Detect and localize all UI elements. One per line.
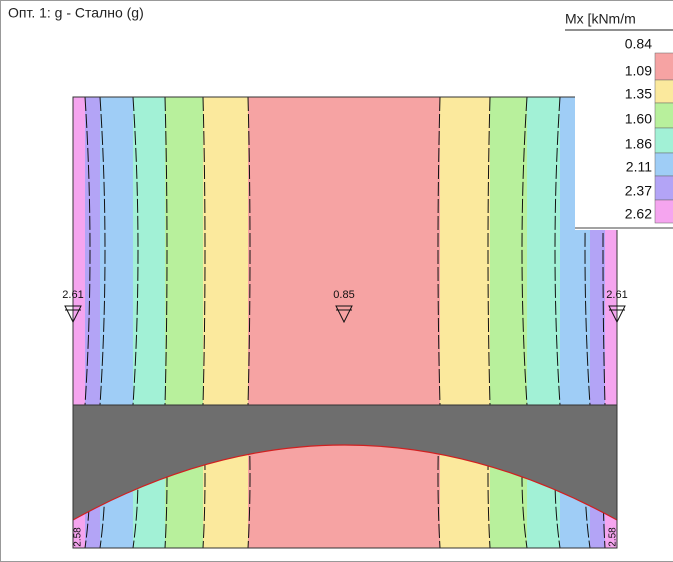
contour-band [203,97,248,405]
contour-band [248,97,440,405]
contour-band [248,445,440,548]
contour-band [100,97,133,405]
legend-label: 2.11 [626,159,652,175]
contour-band [440,97,490,405]
legend-title: Mx [kNm/m [565,11,636,27]
contour-line [487,445,491,548]
legend-swatch [654,152,673,177]
legend: Mx [kNm/m 0.84 1.09 1.35 1.60 1.86 2.11 2.37 2.… [565,11,673,230]
contour-line [202,445,206,548]
legend-swatch [654,199,673,224]
legend-swatch [654,127,673,154]
legend-label: 1.09 [625,63,652,79]
contour-line [247,445,251,548]
legend-label: 2.62 [625,206,652,222]
contour-line [202,96,206,406]
legend-label: 2.37 [625,183,652,199]
contour-band [527,97,560,405]
top-view [73,96,617,406]
support-symbol [608,305,626,324]
legend-swatch [654,175,673,201]
legend-label: 1.86 [625,136,652,152]
contour-line [164,96,168,406]
edge-label: 2.58 [608,527,619,547]
support-label: 2.61 [62,289,83,301]
support-label: 2.61 [606,289,627,301]
contour-band [165,97,203,405]
legend-label: 0.84 [625,36,652,52]
contour-line [99,96,106,406]
view-title: Опт. 1: g - Стално (g) [8,5,144,21]
legend-label: 1.60 [625,111,652,127]
contour-line [437,96,441,406]
contour-band [490,97,527,405]
legend-swatch [654,102,673,129]
section-edge [72,444,618,521]
legend-label: 1.35 [625,86,652,102]
contour-line [521,96,528,406]
edge-label: 2.58 [73,527,84,547]
legend-swatch [654,79,673,104]
contour-line [84,96,91,406]
contour-line [247,96,251,406]
contour-line [132,96,139,406]
support-symbol [64,305,82,324]
contour-line [554,96,561,406]
support-label: 0.85 [333,289,354,301]
contour-line [437,445,441,548]
legend-swatch [654,52,673,81]
contour-line [487,96,491,406]
contour-band [73,97,85,405]
support-symbol [335,305,353,324]
